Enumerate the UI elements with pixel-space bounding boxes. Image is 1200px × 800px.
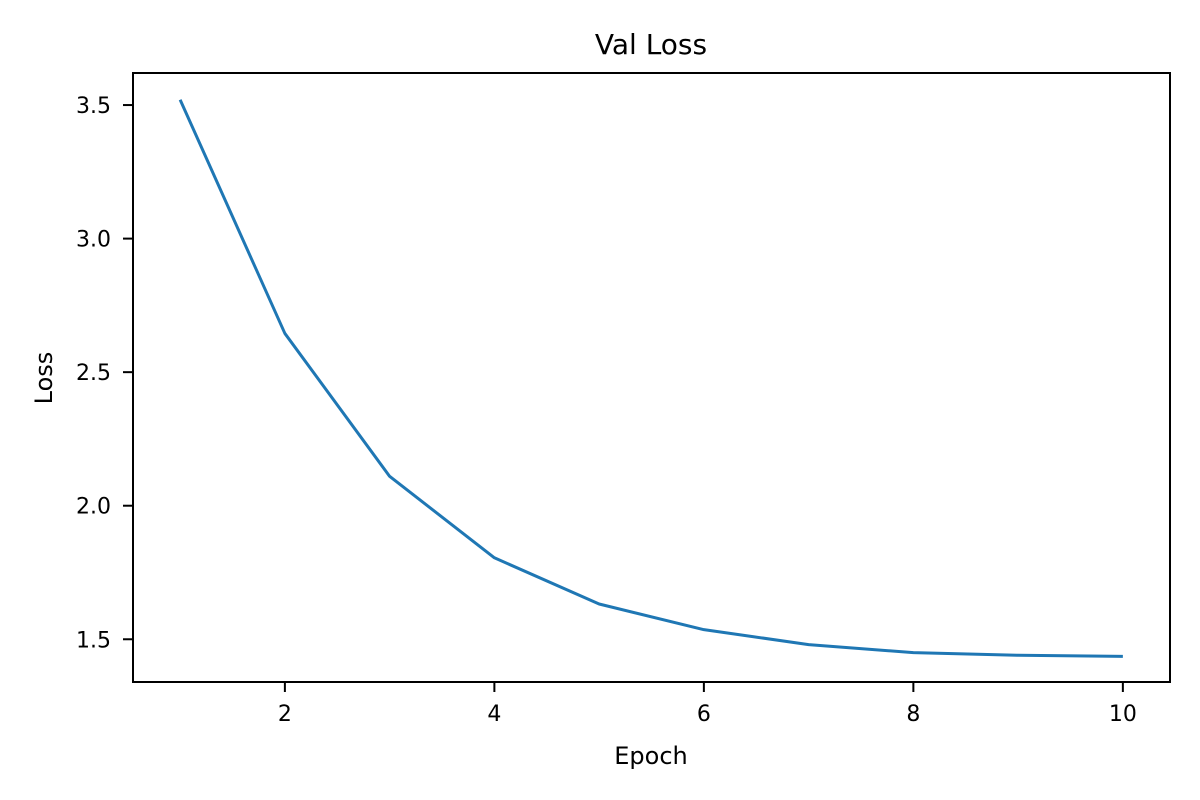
y-tick-label-3-5: 3.5	[76, 94, 111, 119]
y-tick-label-3: 3.0	[76, 228, 111, 253]
y-tick-label-2-5: 2.5	[76, 361, 111, 386]
y-axis-ticks: 1.5 2.0 2.5 3.0 3.5	[76, 94, 133, 653]
chart-title: Val Loss	[595, 28, 707, 61]
x-tick-label-4: 4	[487, 702, 501, 727]
x-axis-label: Epoch	[614, 742, 688, 770]
x-axis-ticks: 2 4 6 8 10	[278, 682, 1137, 727]
series-line-1	[178, 99, 1123, 658]
x-tick-label-6: 6	[697, 702, 711, 727]
x-tick-label-10: 10	[1109, 702, 1137, 727]
plot-frame	[132, 72, 1171, 683]
y-tick-label-1-5: 1.5	[76, 628, 111, 653]
x-tick-label-2: 2	[278, 702, 292, 727]
plot-layer	[178, 99, 1123, 658]
y-axis-label: Loss	[30, 352, 58, 405]
x-tick-label-8: 8	[906, 702, 920, 727]
y-tick-label-2: 2.0	[76, 495, 111, 520]
